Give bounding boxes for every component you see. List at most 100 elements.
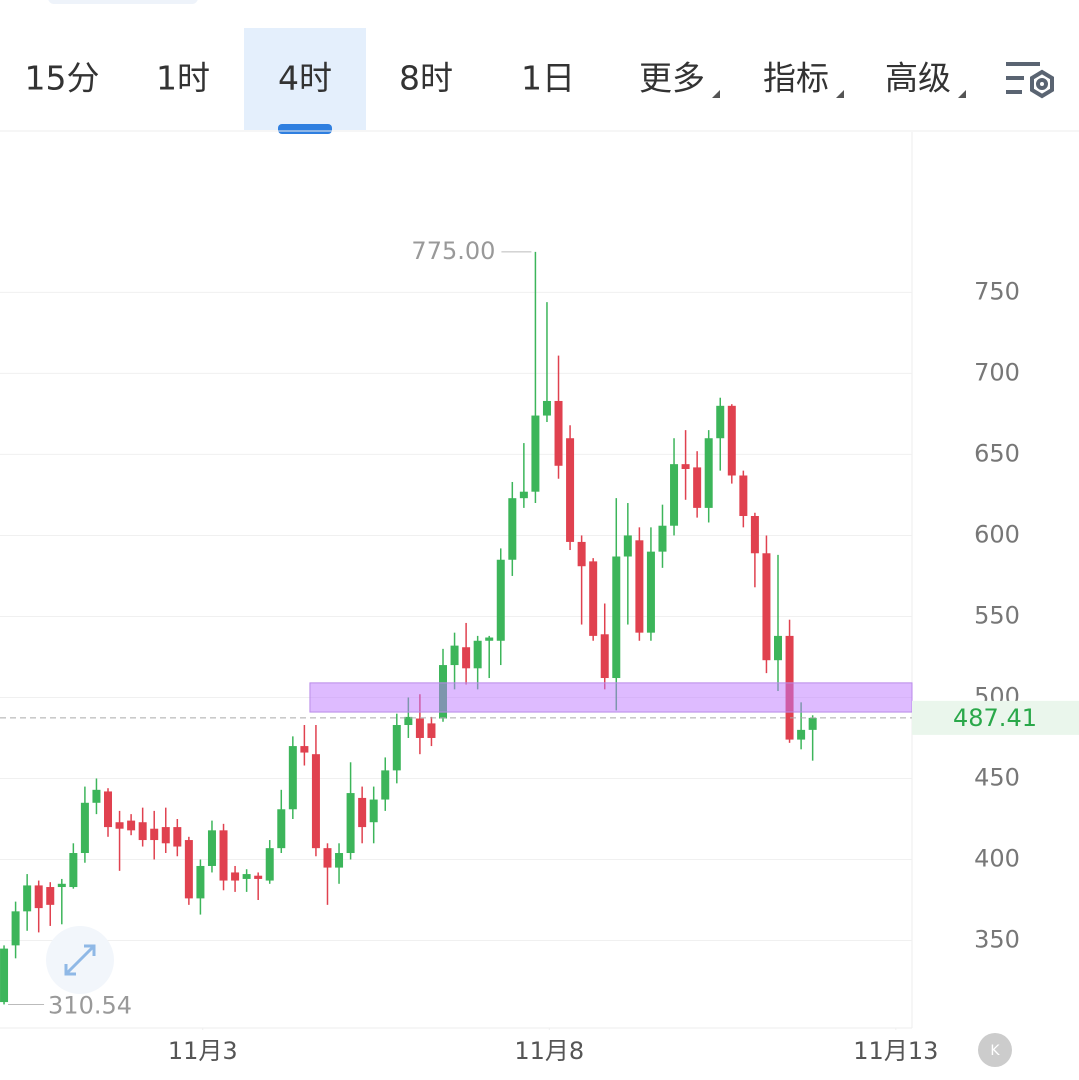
candle-body [566,438,575,542]
candle-body [231,872,240,881]
last-price-box [912,700,1079,735]
y-tick-label: 550 [974,601,1020,629]
candle-body [739,475,748,516]
candle-body [531,415,540,492]
candle-body [612,556,621,679]
candle-body [150,828,159,841]
candle-body [542,400,551,416]
x-tick-label: 11月8 [514,1037,584,1065]
candle-body [496,559,505,641]
candle-body [173,827,182,847]
candle-body [670,464,679,526]
candle-body [646,551,655,633]
candle-body [589,561,598,636]
expand-icon [64,944,96,976]
candle-body [808,717,817,730]
y-tick-label: 450 [974,763,1020,791]
candle-body [358,797,367,828]
candle-body [138,822,147,841]
candle-body [115,822,124,829]
candle-body [69,853,78,888]
candle-body [242,874,251,879]
candle-body [207,830,216,866]
candle-body [797,729,806,740]
candle-body [34,885,43,909]
candle-body [519,491,528,499]
candle-body [554,400,563,466]
y-tick-label: 600 [974,520,1020,548]
candle-body [450,645,459,666]
highlight-band [309,682,913,713]
candle-body [415,718,424,738]
tab[interactable]: 1日 [521,59,575,98]
candle-body [184,840,193,899]
candle-body [600,634,609,679]
y-tick-label: 350 [974,926,1020,954]
candle-body [774,635,783,661]
candle-body [658,525,667,552]
candle-body [727,405,736,476]
candle-body [335,853,344,868]
candle-body [762,553,771,661]
tab-caret [712,90,720,98]
top-pill [48,0,198,4]
tab[interactable]: 更多 [639,59,705,98]
candle-body [473,640,482,669]
y-tick-label: 400 [974,844,1020,872]
tab[interactable]: 4时 [278,59,332,98]
k-button-label: K [990,1043,1000,1059]
candle-body [161,827,170,844]
tab[interactable]: 高级 [885,59,951,98]
min-label: 310.54 [48,991,132,1019]
candle-body [46,887,55,905]
candle-body [11,911,20,946]
candle-body [277,809,286,849]
candle-body [508,498,517,560]
candle-body [623,535,632,557]
max-label: 775.00 [411,237,495,265]
last-price-label: 487.41 [953,704,1037,732]
candle-body [80,802,89,854]
active-tab-indicator [278,124,332,134]
candle-body [681,464,690,470]
candle-body [323,848,332,868]
x-tick-label: 11月13 [853,1037,938,1065]
candle-body [57,883,66,888]
candle-body [23,885,32,912]
candle-body [92,789,101,803]
candle-body [381,770,390,800]
candle-body [346,793,355,854]
tab[interactable]: 15分 [25,59,100,98]
candle-body [693,467,702,508]
settings-icon[interactable] [1006,62,1054,99]
tab[interactable]: 8时 [399,59,453,98]
y-tick-label: 700 [974,358,1020,386]
candle-body [369,799,378,823]
candle-body [750,516,759,554]
candle-body [462,647,471,669]
candle-body [311,754,320,849]
tab[interactable]: 1时 [156,59,210,98]
candle-body [704,438,713,508]
tab[interactable]: 指标 [763,59,829,98]
candle-body [0,948,9,1003]
candle-body [485,637,494,641]
candle-body [300,746,309,753]
k-button[interactable] [978,1033,1012,1067]
candle-body [716,405,725,439]
candle-body [265,848,274,881]
candle-body [577,541,586,567]
candle-body [254,875,263,879]
tab-caret [836,90,844,98]
candle-body [104,791,113,828]
candle-body [219,830,228,881]
y-tick-label: 750 [974,277,1020,305]
candle-body [196,865,205,899]
candle-body [635,540,644,633]
y-tick-label: 650 [974,439,1020,467]
candle-body [427,723,436,738]
candle-body [392,725,401,771]
candle-body [288,746,297,810]
x-tick-label: 11月3 [168,1037,238,1065]
